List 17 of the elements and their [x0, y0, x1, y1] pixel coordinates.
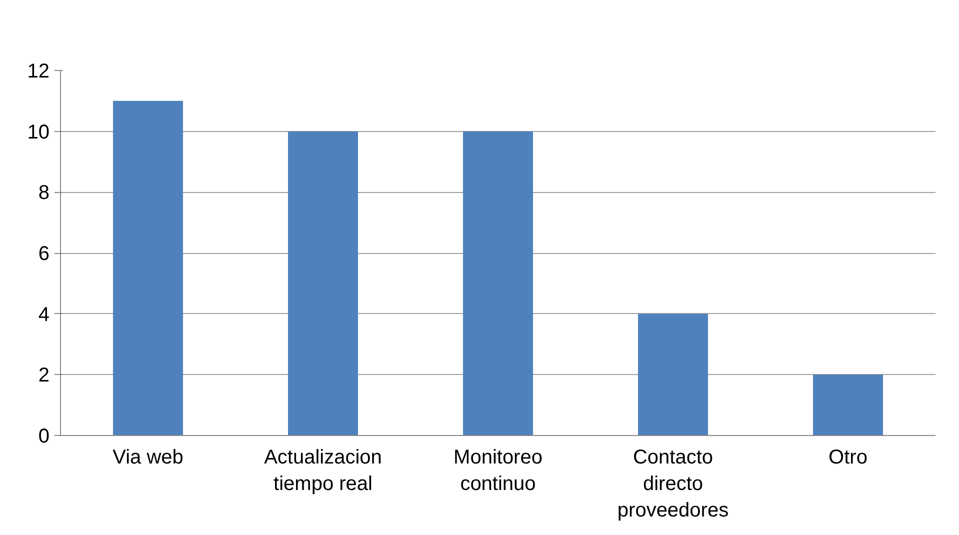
bar	[638, 314, 708, 436]
x-tick-label: Contacto directo proveedores	[617, 446, 729, 522]
y-tick-label: 12	[27, 60, 50, 82]
y-tick-label: 2	[38, 364, 50, 387]
y-tick-label: 4	[38, 304, 50, 326]
y-tick-label: 8	[38, 182, 50, 204]
x-tick-label: Actualizacion tiempo real	[264, 446, 382, 495]
y-tick-label: 6	[38, 243, 50, 265]
x-tick-label: Otro	[828, 446, 868, 468]
y-tick-label: 10	[27, 121, 50, 144]
bar	[288, 131, 358, 436]
y-tick-label: 0	[38, 426, 50, 448]
bar	[463, 131, 533, 436]
bar	[113, 100, 183, 436]
x-tick-label: Monitoreo continuo	[454, 446, 542, 495]
x-tick-label: Via web	[112, 446, 184, 468]
bar	[813, 374, 883, 436]
